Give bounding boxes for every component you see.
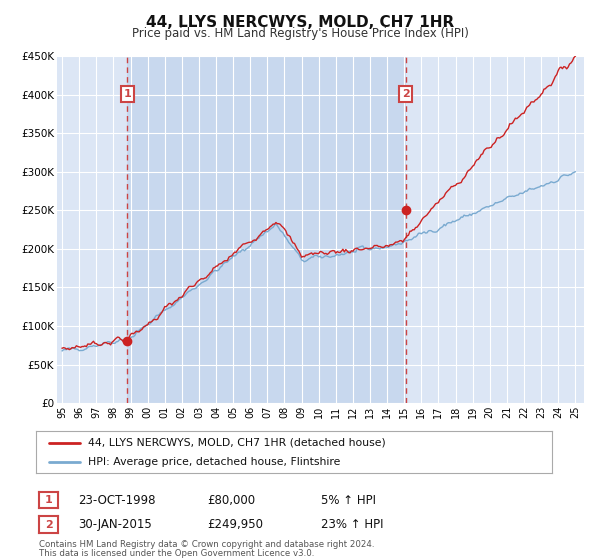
Text: 1: 1 xyxy=(124,89,131,99)
Text: This data is licensed under the Open Government Licence v3.0.: This data is licensed under the Open Gov… xyxy=(39,549,314,558)
Text: 30-JAN-2015: 30-JAN-2015 xyxy=(78,518,152,531)
Text: 2: 2 xyxy=(45,520,52,530)
Bar xyxy=(127,56,406,403)
Text: 23-OCT-1998: 23-OCT-1998 xyxy=(78,493,155,507)
Text: £249,950: £249,950 xyxy=(207,518,263,531)
Text: 2: 2 xyxy=(402,89,409,99)
Text: 1: 1 xyxy=(45,495,52,505)
Text: HPI: Average price, detached house, Flintshire: HPI: Average price, detached house, Flin… xyxy=(88,457,340,467)
Text: 23% ↑ HPI: 23% ↑ HPI xyxy=(321,518,383,531)
Text: 44, LLYS NERCWYS, MOLD, CH7 1HR: 44, LLYS NERCWYS, MOLD, CH7 1HR xyxy=(146,15,454,30)
Text: Price paid vs. HM Land Registry's House Price Index (HPI): Price paid vs. HM Land Registry's House … xyxy=(131,27,469,40)
Text: £80,000: £80,000 xyxy=(207,493,255,507)
Text: Contains HM Land Registry data © Crown copyright and database right 2024.: Contains HM Land Registry data © Crown c… xyxy=(39,540,374,549)
Text: 5% ↑ HPI: 5% ↑ HPI xyxy=(321,493,376,507)
Text: 44, LLYS NERCWYS, MOLD, CH7 1HR (detached house): 44, LLYS NERCWYS, MOLD, CH7 1HR (detache… xyxy=(88,437,385,447)
